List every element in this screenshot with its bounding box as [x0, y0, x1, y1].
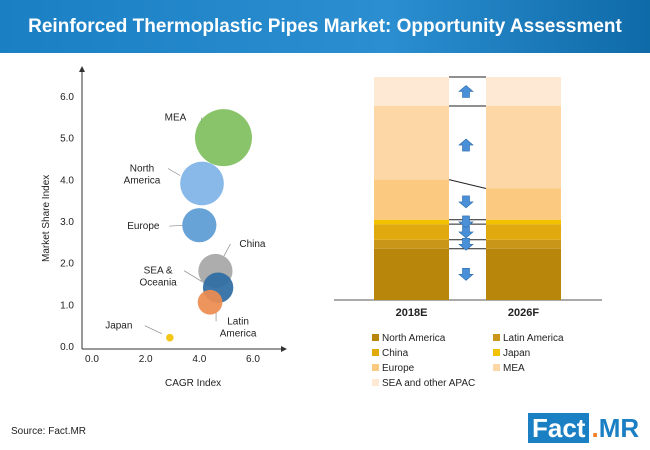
bar-segment-japan-2026f	[486, 219, 561, 225]
logo-fact: Fact	[528, 413, 590, 443]
connector-europe	[448, 179, 487, 189]
bar-segment-latin-america-2026f	[486, 239, 561, 249]
y-tick-label: 2.0	[60, 259, 74, 270]
bar-segment-china-2026f	[486, 224, 561, 240]
bubble-chart: 0.0 1.0 2.0 3.0 4.0 5.0 6.0 0.0 2.0 4.0 6.0 MEA No…	[41, 66, 287, 389]
bar-segment-north-america-2018e	[374, 248, 449, 300]
bar-segment-europe-2026f	[486, 188, 561, 220]
bubble-north-america	[180, 161, 224, 206]
bar-segment-china-2018e	[374, 224, 449, 240]
leader-japan	[144, 325, 162, 334]
legend-label-mea: MEA	[503, 363, 525, 374]
bubble-y-axis-title: Market Share Index	[41, 175, 52, 262]
bar-segment-europe-2018e	[374, 179, 449, 220]
leader-sea-oceania	[183, 270, 203, 282]
brand-logo: Fact .MR	[528, 413, 639, 443]
legend-swatch-latin-america	[493, 334, 500, 341]
legend-swatch-japan	[493, 349, 500, 356]
legend-label-europe: Europe	[382, 363, 415, 374]
bar-change-arrows	[458, 85, 474, 281]
source-note: Source: Fact.MR	[11, 426, 87, 437]
bar-segment-sea-and-other-apac-2026f	[486, 77, 561, 106]
bubble-points	[166, 109, 252, 342]
y-tick-label: 0.0	[60, 342, 74, 353]
bar-segment-sea-and-other-apac-2018e	[374, 77, 449, 106]
logo-dot: .	[591, 413, 599, 443]
x-tick-label: 2.0	[139, 354, 153, 365]
arrow-up-icon-sea-and-other-apac	[458, 85, 474, 98]
bubble-europe	[182, 208, 217, 243]
bubble-mea	[194, 109, 252, 167]
bar-segment-mea-2018e	[374, 105, 449, 180]
leader-europe	[169, 224, 184, 227]
bubble-label-china: China	[239, 239, 266, 250]
legend-label-sea-and-other-apac: SEA and other APAC	[382, 378, 475, 389]
bubble-latin-america	[197, 289, 223, 315]
arrow-up-icon-mea	[458, 138, 474, 152]
bubble-x-axis-arrow	[281, 346, 287, 352]
bubble-label-north-america: North America	[124, 164, 161, 187]
legend-swatch-mea	[493, 364, 500, 371]
bar-category-2018e: 2018E	[396, 307, 428, 319]
legend-swatch-north-america	[372, 334, 379, 341]
y-tick-label: 1.0	[60, 300, 74, 311]
bubble-label-europe: Europe	[127, 221, 160, 232]
logo-mr: MR	[598, 413, 640, 443]
y-tick-label: 6.0	[60, 92, 74, 103]
arrow-down-icon-japan	[458, 215, 474, 229]
y-tick-label: 5.0	[60, 134, 74, 145]
legend-label-china: China	[382, 348, 409, 359]
header-bar: Reinforced Thermoplastic Pipes Market: O…	[0, 0, 650, 53]
bubble-y-axis-arrow	[79, 66, 85, 72]
stacked-bar-chart: 2018E 2026F North America Latin America Chi…	[334, 76, 602, 389]
bubble-label-sea-oceania: SEA & Oceania	[139, 266, 177, 289]
bubble-x-axis-title: CAGR Index	[165, 378, 221, 389]
bar-segment-mea-2026f	[486, 105, 561, 189]
leader-north-america	[167, 168, 181, 176]
bar-legend: North America Latin America China Japan Euro…	[372, 333, 564, 389]
x-tick-label: 0.0	[85, 354, 99, 365]
bar-segment-japan-2018e	[374, 219, 449, 225]
bar-segment-north-america-2026f	[486, 248, 561, 300]
legend-swatch-sea-and-other-apac	[372, 379, 379, 386]
bar-category-2026f: 2026F	[508, 307, 539, 319]
arrow-down-icon-europe	[458, 195, 474, 209]
bubble-japan	[166, 333, 174, 342]
bar-category-labels: 2018E 2026F	[396, 307, 540, 319]
bubble-leader-lines	[144, 117, 231, 334]
bubble-labels: MEA North America Europe China SEA & Oceania La…	[105, 113, 266, 340]
x-tick-label: 4.0	[192, 354, 206, 365]
page-title: Reinforced Thermoplastic Pipes Market: O…	[28, 16, 622, 37]
bubble-label-japan: Japan	[105, 321, 132, 332]
bubble-y-ticks: 0.0 1.0 2.0 3.0 4.0 5.0 6.0	[60, 92, 74, 353]
y-tick-label: 4.0	[60, 175, 74, 186]
bubble-label-mea: MEA	[165, 113, 187, 124]
legend-label-latin-america: Latin America	[503, 333, 564, 344]
bubble-x-ticks: 0.0 2.0 4.0 6.0	[85, 354, 260, 365]
y-tick-label: 3.0	[60, 217, 74, 228]
x-tick-label: 6.0	[246, 354, 260, 365]
legend-label-north-america: North America	[382, 333, 446, 344]
leader-china	[223, 243, 231, 258]
bar-segments	[374, 77, 561, 300]
bar-segment-latin-america-2018e	[374, 239, 449, 249]
legend-swatch-china	[372, 349, 379, 356]
arrow-down-icon-north-america	[458, 268, 474, 281]
bubble-label-latin-america: Latin America	[220, 316, 257, 339]
legend-label-japan: Japan	[503, 348, 530, 359]
legend-swatch-europe	[372, 364, 379, 371]
